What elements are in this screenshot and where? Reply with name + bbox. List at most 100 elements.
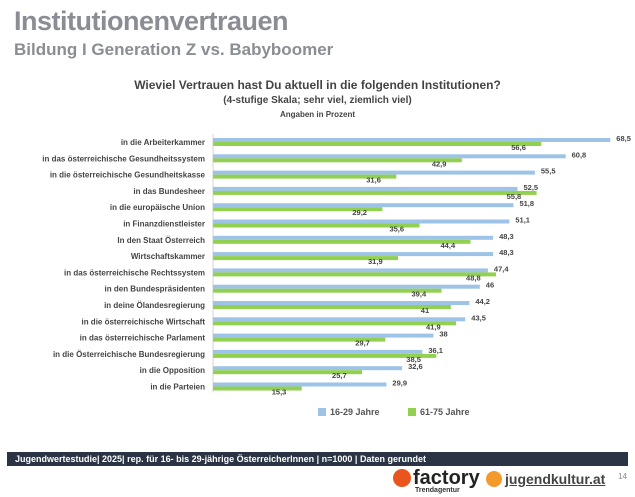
bar-16-29	[213, 203, 514, 208]
bar-16-29	[213, 219, 510, 224]
category-label: in die österreichische Wirtschaft	[81, 317, 205, 326]
bar-61-75	[213, 321, 457, 326]
bar-16-29	[213, 301, 470, 305]
data-label: 68,5	[616, 134, 631, 143]
data-label: 31,6	[366, 176, 381, 185]
data-label: 38,5	[406, 355, 421, 364]
factory-logo-text: factory	[413, 467, 480, 489]
data-label: 25,7	[332, 371, 347, 380]
legend-swatch	[318, 408, 326, 416]
data-label: 35,6	[389, 225, 404, 234]
category-label: in den Bundespräsidenten	[105, 285, 206, 294]
data-label: 44,4	[441, 241, 456, 250]
data-label: 48,8	[466, 273, 481, 282]
bar-61-75	[213, 370, 363, 375]
factory-logo-sub: Trendagentur	[415, 487, 460, 494]
bar-16-29	[213, 284, 480, 289]
legend-label: 61-75 Jahre	[420, 407, 470, 417]
bar-16-29	[213, 186, 518, 191]
bar-chart: in die Arbeiterkammer 68,5 56,6 in das öste…	[42, 134, 631, 417]
bar-16-29	[213, 317, 466, 322]
data-label: 48,3	[499, 248, 514, 257]
data-label: 51,1	[515, 216, 530, 225]
category-label: in die europäische Union	[110, 203, 205, 212]
legend-swatch	[408, 408, 416, 416]
chart-subtitle: (4-stufige Skala; sehr viel, ziemlich vi…	[223, 95, 412, 106]
bar-61-75	[213, 288, 442, 293]
data-label: 29,7	[355, 339, 370, 348]
bar-61-75	[213, 223, 420, 228]
bar-61-75	[213, 142, 542, 146]
data-label: 56,6	[511, 143, 526, 152]
data-label: 52,5	[524, 183, 539, 192]
data-label: 55,8	[507, 192, 522, 201]
page-number: 14	[618, 472, 627, 481]
data-label: 29,2	[352, 208, 367, 217]
data-label: 29,9	[392, 379, 407, 388]
bar-61-75	[213, 158, 462, 163]
jugendkultur-logo-icon	[486, 471, 502, 487]
factory-logo-icon	[393, 469, 411, 487]
chart-unit-note: Angaben in Prozent	[279, 110, 356, 119]
bar-61-75	[213, 305, 451, 309]
category-label: in das österreichische Parlament	[80, 334, 206, 343]
footer-bar: Jugendwertestudie| 2025| rep. für 16- bi…	[7, 452, 628, 466]
jugendkultur-logo: jugendkultur.at	[486, 471, 605, 487]
data-label: 36,1	[428, 346, 443, 355]
data-label: 41	[421, 306, 429, 315]
data-label: 60,8	[572, 150, 587, 159]
category-label: In den Staat Österreich	[117, 236, 205, 245]
data-label: 48,3	[499, 232, 514, 241]
data-label: 41,9	[426, 322, 441, 331]
bar-16-29	[213, 382, 387, 387]
bar-61-75	[213, 207, 383, 212]
category-label: in die Österreichische Bundesregierung	[53, 350, 205, 359]
slide-subtitle: Bildung I Generation Z vs. Babyboomer	[14, 40, 334, 59]
category-label: in die Opposition	[140, 366, 205, 375]
data-label: 55,5	[541, 167, 556, 176]
category-label: in die Arbeiterkammer	[121, 138, 205, 147]
bar-16-29	[213, 366, 403, 371]
data-label: 47,4	[494, 264, 509, 273]
bar-16-29	[213, 154, 566, 159]
data-label: 39,4	[412, 290, 427, 299]
category-label: in deine Ölandesregierung	[104, 301, 205, 310]
bar-16-29	[213, 349, 423, 354]
bar-61-75	[213, 353, 437, 358]
category-label: Wirtschaftskammer	[131, 252, 205, 261]
bar-61-75	[213, 174, 397, 179]
bar-16-29	[213, 170, 535, 175]
category-label: in das Bundesheer	[133, 187, 205, 196]
bar-16-29	[213, 252, 494, 257]
slide-title: Institutionenvertrauen	[14, 6, 289, 36]
data-label: 38	[439, 330, 447, 339]
bar-61-75	[213, 239, 471, 244]
jugendkultur-logo-text: jugendkultur.at	[505, 471, 606, 487]
category-label: in Finanzdienstleister	[123, 220, 205, 229]
category-label: in das österreichische Gesundheitssystem	[42, 154, 205, 163]
chart-title: Wieviel Vertrauen hast Du aktuell in die…	[134, 78, 501, 92]
category-label: in die österreichische Gesundheitskasse	[50, 171, 206, 180]
data-label: 51,8	[519, 199, 534, 208]
bar-16-29	[213, 268, 488, 273]
bar-61-75	[213, 190, 537, 195]
bar-61-75	[213, 272, 497, 277]
bar-16-29	[213, 333, 434, 338]
bar-16-29	[213, 235, 494, 240]
data-label: 42,9	[432, 159, 447, 168]
bar-61-75	[213, 386, 302, 391]
bar-61-75	[213, 256, 399, 261]
category-label: in das österreichische Rechtssystem	[64, 268, 205, 277]
bar-61-75	[213, 337, 386, 342]
data-label: 46	[486, 281, 494, 290]
factory-logo: factory Trendagentur	[393, 467, 480, 494]
data-label: 31,9	[368, 257, 383, 266]
bar-16-29	[213, 138, 611, 142]
legend-label: 16-29 Jahre	[330, 407, 380, 417]
data-label: 43,5	[471, 313, 486, 322]
category-label: in die Parteien	[150, 383, 205, 392]
data-label: 15,3	[272, 388, 287, 397]
data-label: 32,6	[408, 362, 423, 371]
data-label: 44,2	[475, 297, 490, 306]
